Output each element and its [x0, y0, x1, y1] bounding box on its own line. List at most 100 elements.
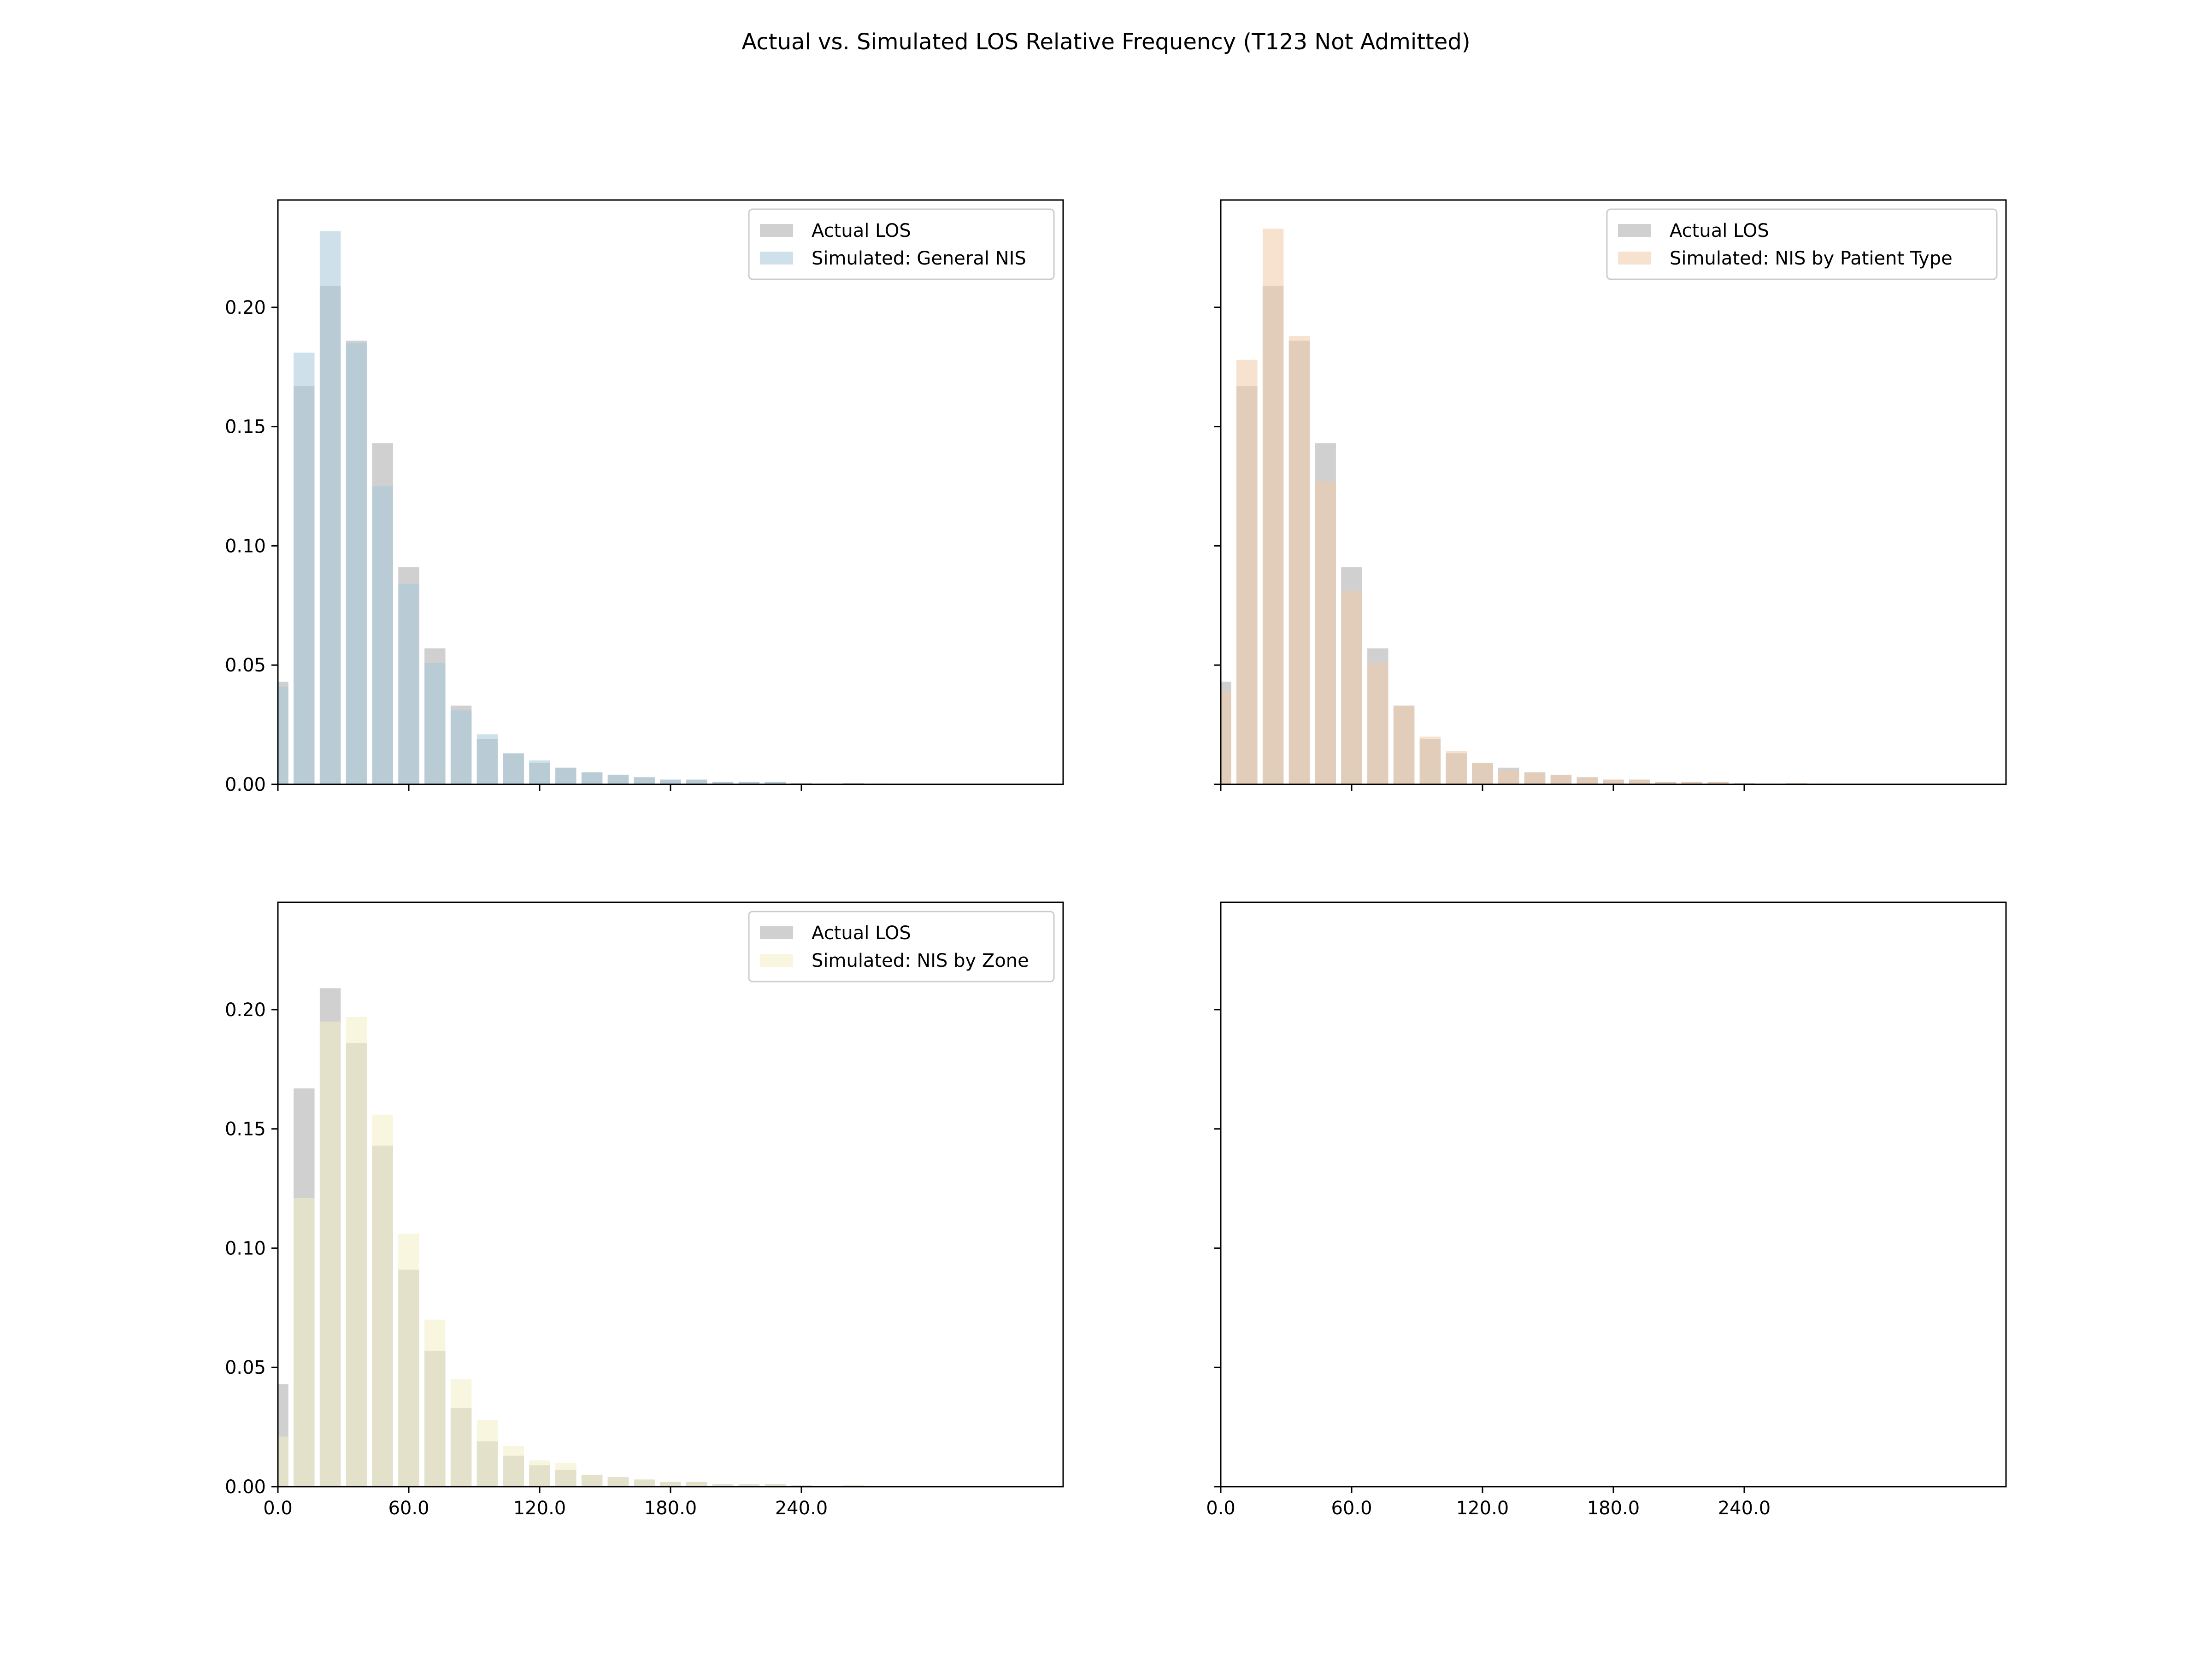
- x-tick-label: 240.0: [775, 1498, 828, 1519]
- bar-series-1-bin-6: [424, 1319, 446, 1487]
- bar-series-1-bin-7: [450, 710, 472, 784]
- x-tick-label: 60.0: [388, 1498, 429, 1519]
- bar-series-1-bin-14: [634, 1479, 655, 1487]
- y-tick-label: 0.05: [225, 1357, 266, 1378]
- bar-series-1-bin-10: [529, 760, 550, 784]
- bar-series-1-bin-19: [1707, 782, 1729, 784]
- bar-series-1-bin-11: [1498, 770, 1519, 784]
- bar-series-1-bin-10: [529, 1460, 550, 1487]
- y-tick-label: 0.00: [225, 774, 266, 795]
- bar-series-1-bin-3: [1288, 336, 1310, 784]
- bar-series-1-bin-13: [1550, 775, 1572, 784]
- bar-series-1-bin-19: [765, 1484, 786, 1487]
- bar-series-1-bin-13: [607, 1477, 629, 1487]
- x-tick-label: 120.0: [513, 1498, 566, 1519]
- bar-series-1-bin-2: [319, 231, 341, 784]
- bar-series-1-bin-12: [581, 1475, 603, 1487]
- subplot-top-left: 0.00 0.05 0.10 0.15 0.20 Actual LOS Simulated:…: [225, 199, 1064, 795]
- bar-series-1-bin-0: [1221, 691, 1231, 784]
- bar-series-1-bin-19: [765, 782, 786, 784]
- bar-series-1-bin-9: [503, 1446, 524, 1487]
- x-tick-label: 60.0: [1331, 1498, 1372, 1519]
- legend-swatch: [1618, 224, 1651, 237]
- bar-series-1-bin-5: [1341, 591, 1362, 784]
- legend-swatch: [760, 926, 793, 939]
- legend-label: Actual LOS: [812, 923, 911, 944]
- x-tick-label: 0.0: [263, 1498, 293, 1519]
- y-tick-label: 0.10: [225, 1238, 266, 1259]
- legend-label: Simulated: NIS by Zone: [812, 950, 1029, 971]
- bar-series-1-bin-17: [1655, 782, 1677, 784]
- x-tick-label: 240.0: [1718, 1498, 1771, 1519]
- legend: Actual LOS Simulated: NIS by Zone: [748, 911, 1055, 982]
- y-tick-label: 0.10: [225, 535, 266, 557]
- bar-series-1-bin-18: [738, 782, 760, 784]
- x-tick-label: 180.0: [1587, 1498, 1640, 1519]
- bar-series-1-bin-8: [1419, 736, 1441, 784]
- bar-series-1-bin-16: [686, 1482, 707, 1487]
- bar-series-1-bin-4: [372, 1114, 393, 1487]
- bar-series-1-bin-9: [503, 753, 524, 784]
- bar-series-1-bin-11: [555, 767, 577, 784]
- legend-box: [1606, 208, 1998, 280]
- legend-label: Simulated: General NIS: [812, 248, 1026, 269]
- bar-series-1-bin-6: [1367, 663, 1388, 784]
- bar-series-1-bin-0: [278, 1436, 288, 1487]
- legend-label: Simulated: NIS by Patient Type: [1670, 248, 1953, 269]
- bar-series-1-bin-1: [294, 1198, 315, 1487]
- bar-series-1-bin-3: [346, 1017, 367, 1487]
- y-tick-label: 0.15: [225, 1119, 266, 1140]
- bar-series-1-bin-2: [319, 1021, 341, 1487]
- bar-series-1-bin-14: [634, 777, 655, 784]
- subplot-bottom-left: 0.0 60.0 120.0 180.0 240.0 0.00 0.05 0.10 0.15 0.…: [225, 901, 1064, 1519]
- bar-series-1-bin-2: [1262, 229, 1284, 784]
- subplot-grid: 0.00 0.05 0.10 0.15 0.20 Actual LOS Simulated:…: [225, 199, 2007, 1519]
- bar-series-1-bin-15: [660, 779, 681, 784]
- bar-series-1-bin-5: [398, 584, 419, 784]
- y-tick-label: 0.15: [225, 417, 266, 438]
- legend-swatch: [760, 224, 793, 237]
- bars: [1221, 229, 1834, 784]
- legend-swatch: [760, 954, 793, 967]
- subplot-bottom-right: 0.0 60.0 120.0 180.0 240.0: [1206, 901, 2007, 1519]
- x-tick-label: 180.0: [644, 1498, 697, 1519]
- bar-series-1-bin-12: [581, 772, 603, 784]
- legend-swatch: [1618, 252, 1651, 265]
- y-tick-label: 0.20: [225, 1000, 266, 1021]
- legend-box: [748, 911, 1055, 982]
- legend: Actual LOS Simulated: NIS by Patient Type: [1606, 208, 1998, 280]
- bar-series-1-bin-1: [294, 353, 315, 784]
- bar-series-1-bin-16: [686, 779, 707, 784]
- subplot-top-right: Actual LOS Simulated: NIS by Patient Type: [1214, 199, 2007, 791]
- bar-series-1-bin-4: [1315, 481, 1336, 784]
- bar-series-1-bin-7: [450, 1379, 472, 1487]
- bar-series-1-bin-18: [1681, 782, 1703, 784]
- bar-series-1-bin-17: [712, 782, 734, 784]
- bars: [278, 988, 891, 1487]
- bar-series-1-bin-3: [346, 343, 367, 784]
- y-tick-label: 0.05: [225, 655, 266, 676]
- bar-series-1-bin-13: [607, 775, 629, 784]
- bar-series-1-bin-0: [278, 686, 288, 784]
- x-tick-label: 120.0: [1456, 1498, 1509, 1519]
- bars: [278, 231, 891, 784]
- bar-series-1-bin-6: [424, 663, 446, 784]
- bar-series-1-bin-8: [477, 734, 498, 784]
- bar-series-1-bin-5: [398, 1234, 419, 1487]
- bar-series-1-bin-1: [1236, 359, 1258, 784]
- figure-title: Actual vs. Simulated LOS Relative Freque…: [741, 29, 1470, 55]
- bar-series-1-bin-14: [1577, 777, 1598, 784]
- bar-series-1-bin-12: [1524, 772, 1546, 784]
- bar-series-1-bin-10: [1472, 763, 1493, 784]
- bar-series-1-bin-7: [1393, 706, 1415, 784]
- bar-series-1-bin-17: [712, 1484, 734, 1487]
- legend: Actual LOS Simulated: General NIS: [748, 208, 1055, 280]
- y-tick-label: 0.20: [225, 297, 266, 318]
- legend-box: [748, 208, 1055, 280]
- bar-series-1-bin-15: [1603, 779, 1624, 784]
- bar-series-1-bin-11: [555, 1463, 577, 1487]
- legend-label: Actual LOS: [812, 220, 911, 241]
- bar-series-1-bin-8: [477, 1420, 498, 1487]
- bar-series-1-bin-4: [372, 486, 393, 784]
- legend-swatch: [760, 252, 793, 265]
